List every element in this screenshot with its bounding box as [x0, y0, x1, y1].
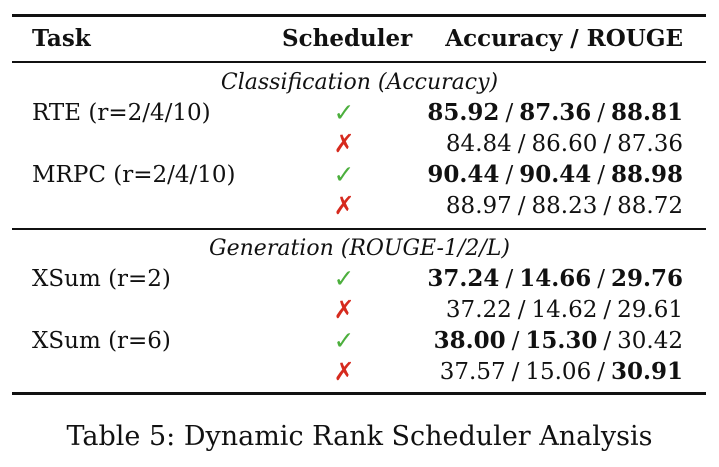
row-metric-values: 84.84/86.60/87.36	[445, 131, 683, 157]
row-metric-values: 85.92/87.36/88.81	[427, 99, 683, 126]
metric-value: 88.97	[445, 193, 512, 219]
row-task-label: RTE (r=2/4/10)	[32, 100, 211, 126]
header-metric: Accuracy / ROUGE	[445, 25, 683, 52]
cross-icon: ✗	[333, 295, 355, 324]
metric-value: 88.81	[610, 99, 683, 126]
metric-value: 14.62	[531, 297, 598, 323]
metric-value: 84.84	[445, 131, 512, 157]
section-title-classification: Classification (Accuracy)	[220, 70, 499, 95]
row-metric-values: 37.24/14.66/29.76	[427, 265, 683, 292]
metric-value: 38.00	[433, 327, 506, 354]
metric-value: 86.60	[531, 131, 598, 157]
metric-value: 30.91	[610, 358, 683, 385]
metric-value: 37.57	[439, 359, 506, 385]
top-rule	[12, 14, 706, 17]
check-icon: ✓	[333, 326, 355, 355]
metric-value: 87.36	[519, 99, 592, 126]
metric-value: 87.36	[617, 131, 683, 157]
metric-value: 37.22	[445, 297, 512, 323]
check-icon: ✓	[333, 264, 355, 293]
metric-value: 15.30	[525, 327, 598, 354]
metric-value: 14.66	[519, 265, 592, 292]
metric-value: 88.23	[531, 193, 598, 219]
row-task-label: MRPC (r=2/4/10)	[32, 162, 236, 188]
row-metric-values: 88.97/88.23/88.72	[445, 193, 683, 219]
cross-icon: ✗	[333, 357, 355, 386]
header-scheduler: Scheduler	[282, 25, 413, 52]
row-metric-values: 90.44/90.44/88.98	[427, 161, 683, 188]
row-metric-values: 38.00/15.30/30.42	[433, 327, 683, 354]
bottom-rule	[12, 392, 706, 395]
section-divider-rule	[12, 228, 706, 230]
metric-value: 30.42	[617, 328, 683, 354]
row-metric-values: 37.57/15.06/30.91	[439, 358, 683, 385]
header-task: Task	[32, 25, 91, 52]
check-icon: ✓	[333, 160, 355, 189]
metric-value: 88.98	[610, 161, 683, 188]
metric-value: 90.44	[519, 161, 592, 188]
metric-value: 37.24	[427, 265, 500, 292]
metric-value: 29.61	[617, 297, 683, 323]
metric-value: 85.92	[427, 99, 500, 126]
cross-icon: ✗	[333, 129, 355, 158]
row-task-label: XSum (r=6)	[32, 328, 171, 354]
cross-icon: ✗	[333, 191, 355, 220]
metric-value: 90.44	[427, 161, 500, 188]
table-caption: Table 5: Dynamic Rank Scheduler Analysis	[66, 421, 653, 452]
metric-value: 29.76	[610, 265, 683, 292]
check-icon: ✓	[333, 98, 355, 127]
row-metric-values: 37.22/14.62/29.61	[445, 297, 683, 323]
section-title-generation: Generation (ROUGE-1/2/L)	[209, 236, 510, 261]
header-rule	[12, 61, 706, 63]
row-task-label: XSum (r=2)	[32, 266, 171, 292]
metric-value: 15.06	[525, 359, 592, 385]
metric-value: 88.72	[617, 193, 683, 219]
